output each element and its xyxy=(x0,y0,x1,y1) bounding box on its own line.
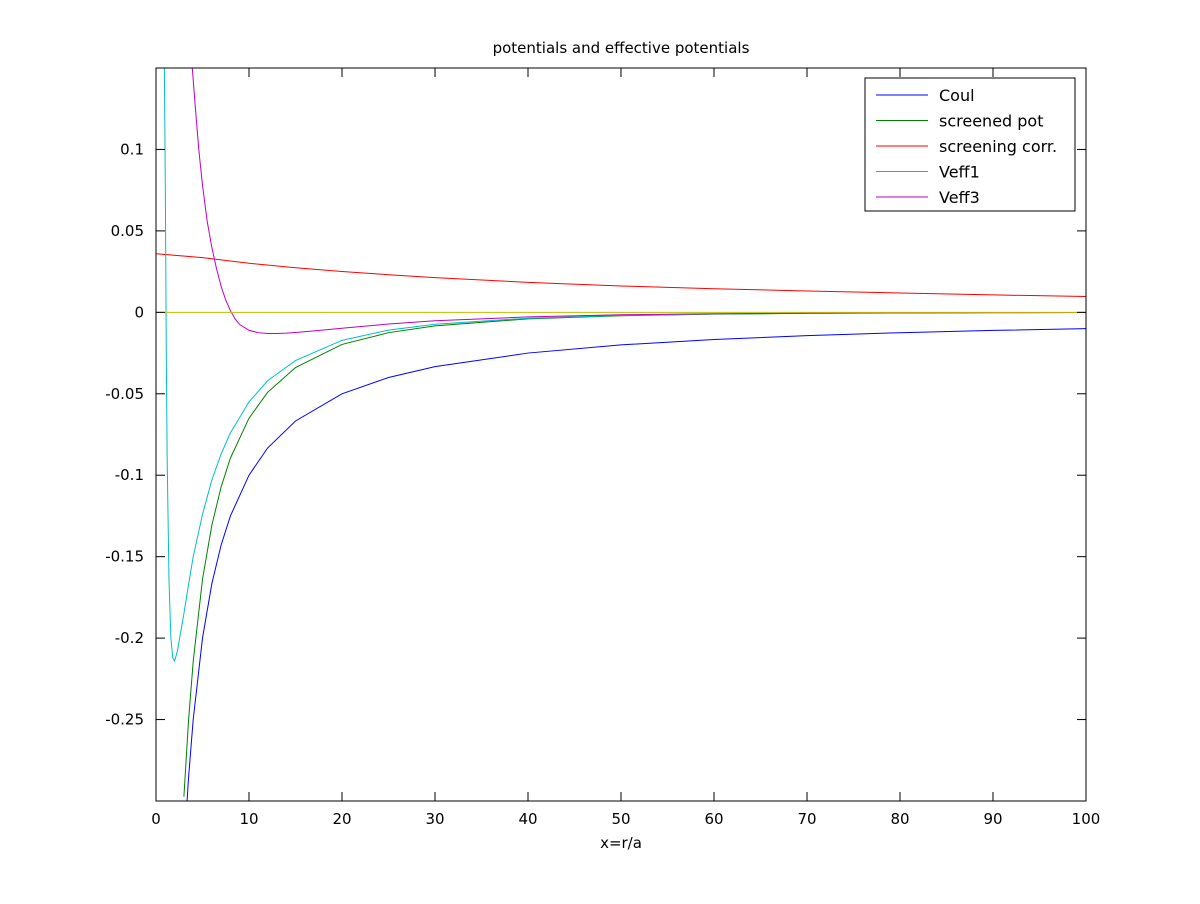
x-tick-label: 10 xyxy=(239,810,258,828)
legend-label: Veff3 xyxy=(939,188,980,207)
x-tick-label: 40 xyxy=(518,810,537,828)
series-layer xyxy=(156,68,1086,801)
x-tick-label: 90 xyxy=(983,810,1002,828)
tick-layer: 0 10 20 30 40 50 60 70 80 90 100 0.1 0.05 0 -0.05 -0.1 -… xyxy=(105,68,1100,828)
x-tick-label: 100 xyxy=(1072,810,1101,828)
y-tick-label: -0.25 xyxy=(105,711,144,729)
legend-label: Veff1 xyxy=(939,163,980,182)
legend-label: screened pot xyxy=(939,112,1044,131)
y-tick-label: 0.1 xyxy=(120,140,144,158)
chart-title: potentials and effective potentials xyxy=(493,39,750,57)
x-tick-label: 50 xyxy=(611,810,630,828)
series-line-veff3 xyxy=(191,68,1086,335)
x-tick-label: 30 xyxy=(425,810,444,828)
y-tick-label: 0.05 xyxy=(111,222,144,240)
x-tick-label: 0 xyxy=(151,810,161,828)
series-line-screening-corr xyxy=(156,253,1086,298)
x-tick-label: 60 xyxy=(704,810,723,828)
y-tick-label: -0.2 xyxy=(115,629,144,647)
legend-label: Coul xyxy=(939,86,975,105)
x-tick-label: 80 xyxy=(890,810,909,828)
series-line-coul xyxy=(186,328,1086,801)
x-tick-label: 20 xyxy=(332,810,351,828)
y-tick-label: -0.1 xyxy=(115,466,144,484)
series-line-veff1 xyxy=(163,68,1086,663)
x-axis-label: x=r/a xyxy=(600,834,642,852)
y-tick-label: -0.05 xyxy=(105,385,144,403)
legend: Coul screened pot screening corr. Veff1 Veff… xyxy=(864,77,1076,212)
y-tick-label: 0 xyxy=(134,303,144,321)
legend-label: screening corr. xyxy=(939,137,1057,156)
legend-box xyxy=(864,77,1076,212)
x-tick-label: 70 xyxy=(797,810,816,828)
y-tick-label: -0.15 xyxy=(105,548,144,566)
